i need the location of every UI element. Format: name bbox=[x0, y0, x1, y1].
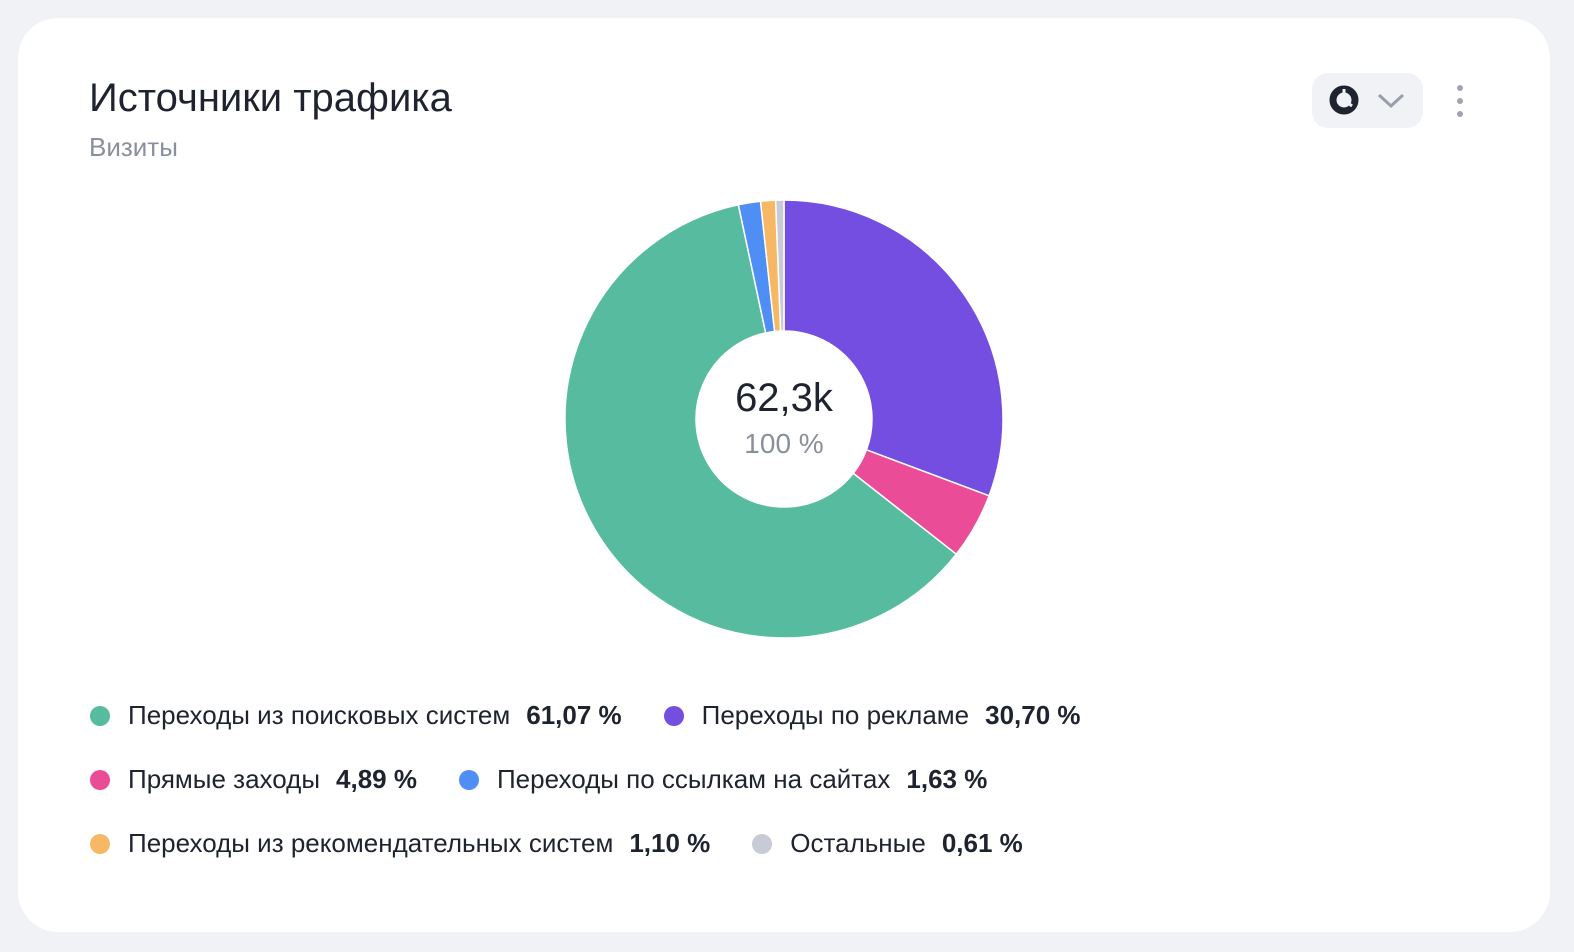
pie-slice[interactable] bbox=[564, 203, 958, 639]
legend-item[interactable]: Переходы по ссылкам на сайтах 1,63 % bbox=[458, 764, 988, 795]
legend-value: 30,70 % bbox=[985, 700, 1081, 730]
card-title: Источники трафика bbox=[89, 76, 452, 120]
legend-row: Переходы из поисковых систем 61,07 % Перех… bbox=[90, 700, 1123, 731]
legend-row: Переходы из рекомендательных систем 1,10 … bbox=[90, 828, 1065, 859]
traffic-sources-card: Источники трафика Визиты 62,3k 100 % Пер… bbox=[18, 18, 1550, 932]
legend-item[interactable]: Остальные 0,61 % bbox=[752, 828, 1023, 859]
more-options-button[interactable] bbox=[1448, 80, 1472, 122]
more-vertical-icon bbox=[1457, 85, 1463, 117]
legend-value: 61,07 % bbox=[526, 700, 622, 730]
legend-value: 0,61 % bbox=[941, 828, 1023, 858]
legend-item[interactable]: Переходы из рекомендательных систем 1,10 … bbox=[90, 828, 710, 859]
legend-dot bbox=[90, 833, 110, 854]
legend-label: Переходы из поисковых систем bbox=[128, 700, 511, 730]
legend-item[interactable]: Переходы из поисковых систем 61,07 % bbox=[90, 700, 622, 731]
chart-type-dropdown[interactable] bbox=[1312, 73, 1423, 128]
legend-item[interactable]: Прямые заходы 4,89 % bbox=[90, 764, 417, 795]
legend-label: Остальные bbox=[790, 828, 926, 858]
legend-label: Переходы по рекламе bbox=[701, 700, 970, 730]
pie-chart-icon bbox=[1329, 85, 1405, 115]
legend-row: Прямые заходы 4,89 % Переходы по ссылкам н… bbox=[90, 764, 1029, 795]
center-percent: 100 % bbox=[744, 428, 824, 459]
legend-value: 1,63 % bbox=[906, 764, 988, 794]
legend-label: Переходы из рекомендательных систем bbox=[128, 828, 614, 858]
pie-slice[interactable] bbox=[774, 199, 785, 332]
center-total: 62,3k bbox=[735, 376, 833, 420]
card-subtitle: Визиты bbox=[89, 132, 178, 162]
legend-dot bbox=[752, 833, 773, 854]
legend-value: 4,89 % bbox=[336, 764, 417, 794]
legend-dot bbox=[90, 705, 110, 726]
legend-dot bbox=[90, 769, 110, 790]
legend-value: 1,10 % bbox=[629, 828, 711, 858]
legend-label: Переходы по ссылкам на сайтах bbox=[496, 764, 891, 794]
legend-dot bbox=[458, 769, 479, 790]
chevron-down-icon bbox=[1377, 93, 1405, 109]
pie-chart bbox=[564, 199, 1004, 639]
legend-dot bbox=[663, 705, 684, 726]
pie-slice[interactable] bbox=[783, 199, 1004, 497]
legend-label: Прямые заходы bbox=[128, 764, 321, 794]
legend-item[interactable]: Переходы по рекламе 30,70 % bbox=[663, 700, 1081, 731]
